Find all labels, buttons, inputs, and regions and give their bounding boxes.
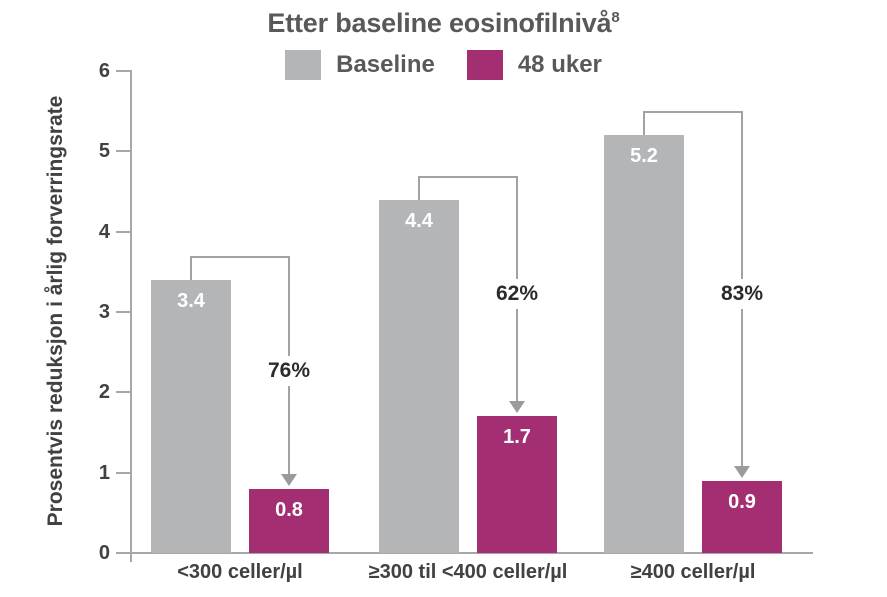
y-tick-mark: [116, 230, 131, 233]
bracket-horizontal: [643, 111, 743, 114]
y-tick-mark: [116, 552, 131, 554]
chart-title-text: Etter baseline eosinofilnivå: [267, 8, 612, 38]
bracket-riser: [190, 255, 192, 280]
x-category-label: ≥400 celler/µl: [630, 561, 756, 583]
y-tick-label: 2: [98, 381, 110, 404]
bar-value-48uker: 0.9: [728, 490, 756, 513]
bracket-horizontal: [190, 255, 290, 258]
arrow-down-icon: [281, 473, 297, 486]
legend: Baseline 48 uker: [0, 50, 887, 80]
bar-value-48uker: 1.7: [503, 426, 531, 449]
y-axis-line: [130, 70, 132, 562]
bar-baseline: [151, 279, 231, 553]
chart-title-superscript: 8: [611, 9, 620, 26]
reduction-percent-label: 62%: [491, 279, 543, 310]
bar-48uker: [702, 480, 782, 553]
y-tick-mark: [116, 150, 131, 153]
x-category-label: ≥300 til <400 celler/µl: [368, 561, 568, 583]
legend-item-48uker: 48 uker: [466, 50, 602, 80]
bar-48uker: [249, 488, 329, 553]
y-tick-label: 3: [98, 301, 110, 323]
y-tick-label: 6: [98, 60, 110, 82]
bar-baseline: [379, 199, 459, 553]
y-tick-mark: [116, 70, 131, 72]
reduction-percent-label: 76%: [263, 355, 315, 386]
legend-item-baseline: Baseline: [285, 50, 435, 80]
y-tick-mark: [116, 311, 131, 313]
bar-value-48uker: 0.8: [275, 498, 303, 521]
arrow-down-icon: [734, 465, 750, 478]
reduction-percent-label: 83%: [716, 279, 768, 310]
legend-swatch: [285, 50, 322, 80]
y-tick-label: 5: [98, 140, 110, 163]
bracket-horizontal: [418, 175, 518, 178]
y-tick-label: 1: [98, 461, 110, 484]
legend-label: 48 uker: [517, 51, 602, 78]
bar-value-baseline: 5.2: [630, 145, 658, 168]
bar-value-baseline: 4.4: [405, 209, 433, 232]
y-tick-label: 4: [98, 220, 110, 243]
bracket-riser: [643, 111, 645, 136]
x-axis-line: [116, 552, 813, 554]
legend-label: Baseline: [336, 51, 435, 78]
chart-title: Etter baseline eosinofilnivå8: [0, 8, 887, 39]
y-tick-mark: [116, 471, 131, 474]
bar-48uker: [477, 416, 557, 553]
y-tick-label: 0: [98, 542, 110, 564]
bar-baseline: [604, 135, 684, 553]
bar-value-baseline: 3.4: [177, 289, 205, 312]
arrow-down-icon: [509, 401, 525, 414]
x-category-label: <300 celler/µl: [177, 561, 303, 583]
y-tick-mark: [116, 391, 131, 394]
legend-swatch: [466, 50, 503, 80]
bracket-riser: [418, 175, 420, 200]
